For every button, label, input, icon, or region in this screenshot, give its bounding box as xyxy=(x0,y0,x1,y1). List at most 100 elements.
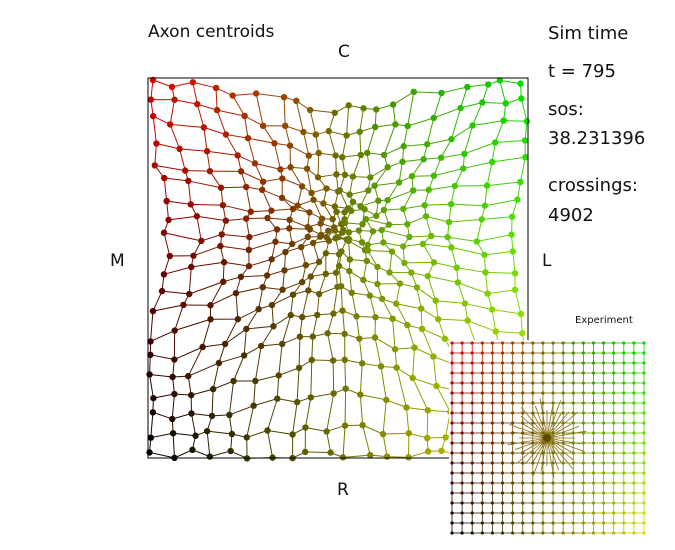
network-edge xyxy=(395,283,401,304)
network-node xyxy=(378,295,386,303)
experiment-node xyxy=(470,371,474,375)
network-edge xyxy=(256,92,285,98)
experiment-node xyxy=(561,481,565,485)
network-edge xyxy=(243,328,247,356)
network-edge xyxy=(187,180,192,205)
network-node xyxy=(432,297,439,304)
network-node xyxy=(275,372,282,379)
experiment-node xyxy=(480,491,484,495)
network-edge xyxy=(174,346,203,360)
experiment-node xyxy=(581,351,585,355)
network-edge xyxy=(383,145,404,156)
network-node xyxy=(286,225,293,232)
experiment-node xyxy=(601,391,606,395)
network-edge xyxy=(348,271,353,293)
network-edge xyxy=(492,156,526,163)
network-node xyxy=(146,371,153,378)
experiment-node xyxy=(581,451,585,455)
network-edge xyxy=(222,262,225,282)
experiment-node xyxy=(531,531,535,535)
network-node xyxy=(388,248,396,255)
network-edge xyxy=(218,354,245,364)
experiment-node xyxy=(612,351,616,355)
network-node xyxy=(279,175,286,182)
experiment-node xyxy=(632,461,636,465)
experiment-node xyxy=(591,471,596,475)
network-node xyxy=(482,269,489,276)
experiment-node xyxy=(571,531,575,535)
network-edge xyxy=(203,127,208,152)
experiment-node xyxy=(591,351,596,355)
experiment-node xyxy=(571,431,575,435)
experiment-ray xyxy=(532,413,548,439)
network-edge xyxy=(424,203,452,206)
experiment-node xyxy=(531,351,535,355)
experiment-node xyxy=(551,521,555,525)
network-node xyxy=(346,256,354,263)
network-edge xyxy=(398,161,403,183)
network-edge xyxy=(359,394,364,426)
experiment-node xyxy=(612,401,616,405)
network-node xyxy=(341,209,348,216)
network-node xyxy=(405,430,413,437)
experiment-node xyxy=(601,431,606,435)
network-node xyxy=(310,196,317,203)
experiment-node xyxy=(490,511,495,515)
experiment-node xyxy=(480,531,484,535)
network-node xyxy=(374,280,381,288)
network-node xyxy=(517,310,525,318)
network-edge xyxy=(327,333,334,361)
experiment-node xyxy=(591,481,596,485)
experiment-node xyxy=(632,411,636,415)
experiment-node xyxy=(450,521,454,525)
experiment-node xyxy=(601,401,606,405)
network-node xyxy=(430,353,437,360)
network-edge xyxy=(495,330,523,334)
network-node xyxy=(349,198,357,206)
network-node xyxy=(430,172,438,179)
experiment-node xyxy=(561,351,565,355)
experiment-node xyxy=(521,361,525,365)
experiment-node xyxy=(460,381,464,385)
experiment-node xyxy=(612,521,616,525)
experiment-node xyxy=(460,481,464,485)
experiment-node xyxy=(480,361,484,365)
experiment-node xyxy=(511,481,515,485)
network-node xyxy=(331,203,338,210)
experiment-node xyxy=(601,511,606,515)
network-node xyxy=(176,145,183,153)
network-edge xyxy=(395,303,408,326)
network-node xyxy=(356,128,363,135)
experiment-node xyxy=(561,381,565,385)
experiment-node xyxy=(500,411,505,415)
experiment-node xyxy=(490,501,495,505)
network-edge xyxy=(317,153,320,178)
experiment-node xyxy=(622,531,626,535)
experiment-node xyxy=(460,501,464,505)
experiment-node xyxy=(551,361,555,365)
network-node xyxy=(371,182,378,189)
experiment-node xyxy=(622,481,626,485)
sim-time-title: Sim time xyxy=(548,23,629,44)
network-edge xyxy=(261,343,283,347)
experiment-node xyxy=(490,421,495,425)
network-edge xyxy=(352,154,362,177)
network-edge xyxy=(188,266,192,295)
experiment-node xyxy=(551,451,555,455)
experiment-node xyxy=(571,501,575,505)
network-node xyxy=(218,231,226,238)
network-node xyxy=(171,96,178,103)
network-node xyxy=(171,356,178,363)
experiment-node xyxy=(460,361,464,365)
network-edge xyxy=(253,398,278,407)
experiment-node xyxy=(490,351,495,355)
network-node xyxy=(454,279,462,286)
experiment-node xyxy=(470,531,474,535)
network-edge xyxy=(276,375,280,399)
network-node xyxy=(264,214,271,222)
experiment-node xyxy=(541,361,545,365)
network-node xyxy=(457,104,464,112)
network-node xyxy=(399,158,406,165)
network-node xyxy=(277,166,284,173)
